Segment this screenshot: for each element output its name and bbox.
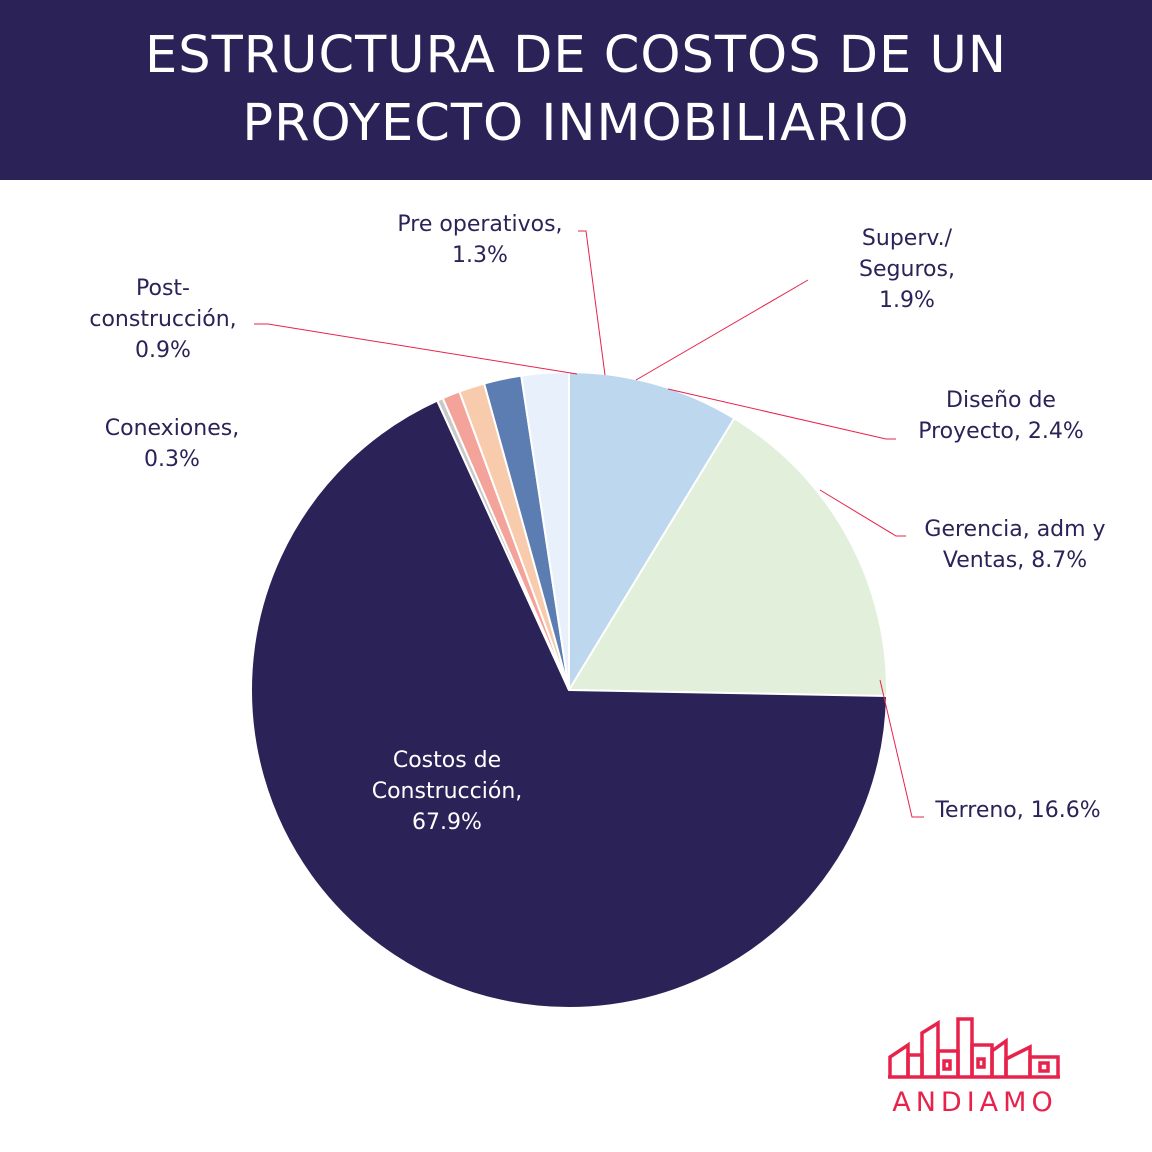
data-label-7: Diseño de Proyecto, 2.4% [918, 388, 1084, 444]
data-label-2-line-2: 67.9% [412, 810, 482, 835]
data-label-1: Terreno, 16.6% [934, 798, 1100, 823]
data-label-0: Gerencia, adm y Ventas, 8.7% [924, 517, 1105, 573]
data-label-1-line-0: Terreno, 16.6% [934, 798, 1100, 823]
leader-line-0 [819, 489, 906, 537]
pie-slice-2 [250, 399, 888, 1009]
pie-slice-0 [568, 370, 736, 694]
data-label-0-line-0: Gerencia, adm y [924, 517, 1105, 542]
page-title-line-2: PROYECTO INMOBILIARIO [242, 94, 910, 153]
buildings-outline-icon [888, 1017, 1060, 1079]
data-label-3: Conexiones, 0.3% [105, 416, 239, 472]
data-label-6: Superv./ Seguros, 1.9% [859, 226, 955, 313]
data-label-5-line-0: Pre operativos, [397, 212, 562, 237]
data-label-3-line-0: Conexiones, [105, 416, 239, 441]
leader-line-5 [578, 230, 606, 376]
pie-slices [250, 370, 888, 1009]
brand-name: ANDIAMO [892, 1087, 1058, 1118]
data-label-5-line-1: 1.3% [452, 243, 508, 268]
pie-slice-1 [567, 416, 888, 698]
pie-slice-7 [520, 370, 570, 691]
data-label-0-line-1: Ventas, 8.7% [943, 548, 1087, 573]
leader-line-7 [667, 388, 896, 440]
data-label-2: Costos de Construcción, 67.9% [372, 748, 523, 835]
data-label-3-line-1: 0.3% [144, 447, 200, 472]
data-label-4-line-2: 0.9% [135, 338, 191, 363]
data-label-6-line-0: Superv./ [862, 226, 953, 251]
data-label-6-line-2: 1.9% [879, 288, 935, 313]
data-label-4: Post-construcción, 0.9% [89, 276, 236, 363]
data-label-4-line-0: Post- [136, 276, 190, 301]
data-label-6-line-1: Seguros, [859, 257, 955, 282]
data-label-4-line-1: construcción, [89, 307, 236, 332]
leader-line-6 [635, 279, 809, 381]
leader-line-4 [254, 323, 578, 375]
page-title-line-1: ESTRUCTURA DE COSTOS DE UN [145, 26, 1007, 85]
data-label-2-line-0: Costos de [393, 748, 501, 773]
data-label-2-line-1: Construcción, [372, 779, 523, 804]
leader-line-1 [879, 679, 924, 818]
header-banner: ESTRUCTURA DE COSTOS DE UN PROYECTO INMO… [0, 0, 1152, 180]
data-label-7-line-1: Proyecto, 2.4% [918, 419, 1084, 444]
data-label-5: Pre operativos, 1.3% [397, 212, 562, 268]
data-label-7-line-0: Diseño de [946, 388, 1056, 413]
